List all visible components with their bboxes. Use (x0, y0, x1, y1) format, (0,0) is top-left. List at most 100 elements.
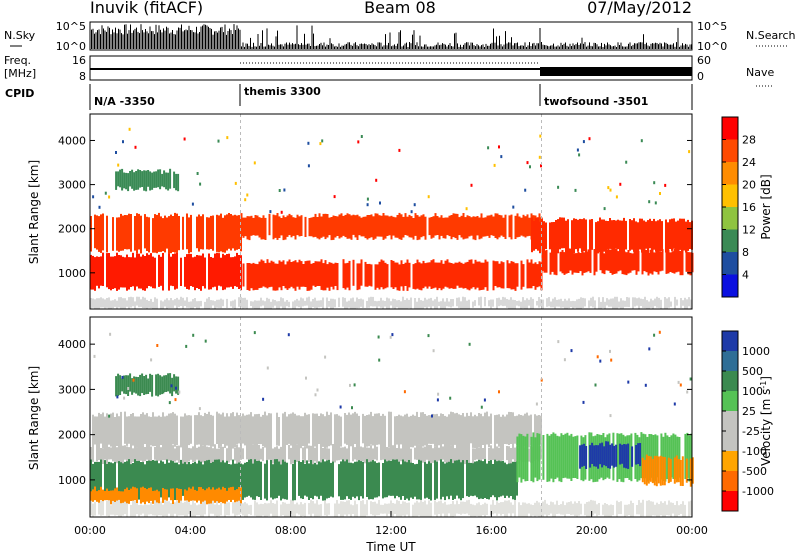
nsky-bar (451, 46, 452, 49)
range-cell (172, 216, 174, 252)
range-cell (642, 433, 645, 479)
range-cell (344, 214, 347, 238)
range-cell (683, 218, 685, 251)
range-cell (222, 253, 224, 291)
range-cell (398, 212, 401, 240)
range-cell (448, 446, 450, 463)
range-cell (212, 461, 214, 497)
range-cell (631, 220, 633, 250)
range-cell (124, 411, 126, 444)
range-cell (650, 501, 652, 517)
range-cell (578, 298, 580, 309)
range-cell (300, 462, 302, 499)
range-cell (304, 446, 306, 464)
range-cell (378, 462, 380, 497)
range-cell (340, 213, 343, 238)
nsky-bar (281, 44, 283, 49)
nsky-bar (137, 31, 139, 49)
range-cell (376, 301, 378, 309)
range-cell (542, 435, 545, 480)
range-cell (102, 252, 104, 286)
range-cell (496, 414, 498, 444)
range-cell (116, 252, 118, 291)
range-cell (376, 446, 378, 461)
range-cell (164, 416, 166, 446)
range-cell (540, 445, 542, 460)
scatter-cell (625, 160, 628, 164)
range-cell (434, 500, 436, 515)
range-cell (286, 215, 289, 237)
range-cell (302, 504, 304, 516)
range-cell (422, 260, 425, 289)
range-cell (324, 213, 327, 240)
nsky-bar (172, 30, 173, 49)
range-cell (420, 300, 422, 309)
range-cell (186, 297, 188, 308)
range-cell (368, 297, 370, 308)
scatter-cell (432, 349, 435, 353)
range-cell (460, 301, 462, 309)
range-cell (549, 252, 552, 275)
range-cell (568, 435, 571, 479)
range-cell (318, 461, 320, 500)
range-cell (444, 301, 446, 309)
scatter-cell (431, 414, 433, 418)
range-cell (599, 251, 602, 271)
range-cell (559, 251, 562, 272)
range-cell (340, 416, 342, 447)
range-cell (152, 412, 154, 447)
range-cell (300, 297, 302, 309)
range-cell (502, 217, 505, 237)
range-cell (642, 499, 644, 517)
range-cell (94, 416, 96, 445)
range-cell (280, 297, 282, 307)
range-cell (162, 218, 164, 252)
range-cell (666, 504, 668, 515)
range-cell (146, 460, 148, 500)
range-cell (609, 218, 611, 249)
range-cell (682, 300, 684, 306)
range-cell (430, 463, 432, 501)
range-cell (514, 462, 516, 500)
nsky-bar (275, 36, 277, 49)
range-cell (368, 263, 371, 286)
range-cell (120, 411, 122, 448)
range-cell (436, 216, 439, 235)
range-cell (166, 489, 168, 501)
nsky-bar (679, 46, 680, 49)
nsky-bar (401, 46, 403, 49)
range-cell (646, 500, 648, 517)
velocity-swatch (722, 471, 738, 491)
range-cell (254, 263, 257, 290)
ytick-label: 2000 (58, 223, 86, 236)
range-cell (90, 500, 92, 516)
range-cell (671, 218, 673, 251)
range-cell (128, 490, 130, 504)
range-cell (512, 461, 514, 500)
range-cell (388, 411, 390, 448)
nsky-bar (481, 45, 482, 49)
range-cell (294, 459, 296, 501)
nsky-bar (685, 43, 686, 49)
nsky-bar (604, 43, 605, 49)
range-cell (623, 444, 626, 468)
range-cell (348, 260, 351, 291)
range-cell (350, 215, 353, 240)
nsky-bar (461, 46, 463, 49)
range-cell (318, 416, 320, 444)
range-cell (160, 216, 162, 252)
power-swatch (722, 184, 738, 207)
range-cell (194, 503, 196, 517)
range-cell (603, 219, 605, 252)
range-cell (106, 413, 108, 449)
scatter-cell (108, 414, 111, 418)
nsky-bar (592, 46, 593, 49)
range-cell (647, 220, 649, 254)
range-cell (130, 214, 132, 252)
scatter-cell (664, 183, 667, 187)
scatter-cell (378, 358, 381, 362)
range-cell (122, 298, 124, 309)
range-cell (250, 215, 253, 236)
date-title: 07/May/2012 (587, 0, 692, 17)
xtick-label: 20:00 (576, 524, 608, 537)
